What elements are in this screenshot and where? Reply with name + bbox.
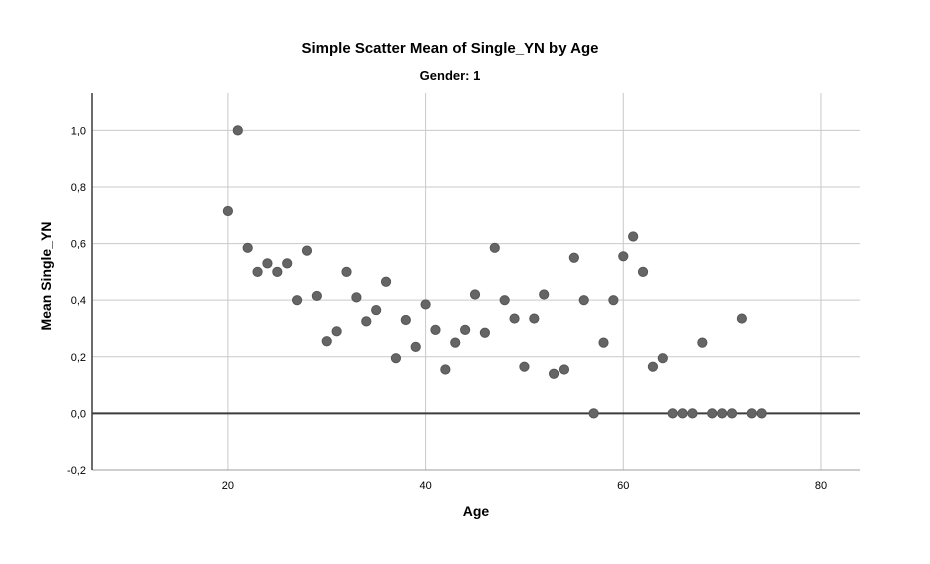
data-point (469, 289, 481, 300)
data-point (440, 364, 451, 375)
data-point (618, 251, 629, 262)
data-point (726, 408, 738, 419)
data-point (717, 408, 728, 419)
y-tick-label: 0,4 (71, 295, 86, 307)
data-point (390, 353, 402, 364)
chart-title: Simple Scatter Mean of Single_YN by Age (301, 40, 599, 57)
data-point (509, 313, 520, 324)
data-point (558, 364, 570, 375)
y-tick-label: -0,2 (67, 465, 86, 477)
y-tick-label: 0,2 (71, 352, 86, 364)
data-point (272, 266, 283, 277)
data-point (361, 316, 372, 327)
data-point (687, 408, 698, 419)
data-point (262, 258, 273, 269)
data-point (588, 408, 599, 419)
data-point (351, 292, 362, 303)
x-tick-label: 40 (419, 480, 431, 492)
data-point (697, 337, 708, 348)
data-point (657, 353, 668, 364)
data-point (756, 408, 767, 419)
data-point (647, 361, 659, 372)
data-point (499, 295, 510, 306)
y-tick-label: 1,0 (71, 125, 86, 137)
y-tick-label: 0,0 (71, 408, 86, 420)
data-point (578, 295, 589, 306)
data-point (707, 408, 718, 419)
y-tick-label: 0,6 (71, 239, 86, 251)
data-point (529, 313, 540, 324)
x-tick-label: 80 (815, 480, 827, 492)
data-point (628, 231, 639, 242)
data-point (667, 408, 678, 419)
data-point (420, 299, 431, 310)
data-point (400, 314, 411, 326)
data-point (608, 295, 619, 306)
data-point (519, 361, 530, 372)
data-point (341, 266, 352, 277)
data-point (598, 337, 609, 348)
x-tick-label: 60 (617, 480, 629, 492)
data-point (222, 205, 234, 217)
data-point (252, 266, 263, 277)
data-point (371, 304, 382, 316)
data-point (746, 408, 757, 419)
data-point (321, 336, 332, 347)
data-point (291, 295, 303, 306)
data-point (548, 368, 560, 379)
data-point (410, 341, 421, 352)
x-tick-label: 20 (222, 480, 234, 492)
data-point (677, 408, 688, 419)
data-point (479, 327, 490, 338)
data-point (489, 242, 500, 253)
data-point (539, 289, 550, 300)
data-point (637, 266, 649, 277)
data-point (736, 313, 747, 324)
data-point (232, 125, 243, 136)
data-point (301, 245, 313, 256)
data-point (568, 252, 579, 263)
data-point (450, 337, 461, 348)
data-point (430, 324, 441, 335)
y-tick-label: 0,8 (71, 182, 86, 194)
x-axis-label: Age (462, 503, 490, 519)
data-point (311, 290, 322, 302)
data-point (331, 326, 342, 337)
data-point (380, 276, 392, 287)
data-point (460, 324, 471, 335)
data-point (282, 258, 293, 269)
data-point (242, 242, 253, 253)
chart-subtitle: Gender: 1 (419, 68, 481, 83)
